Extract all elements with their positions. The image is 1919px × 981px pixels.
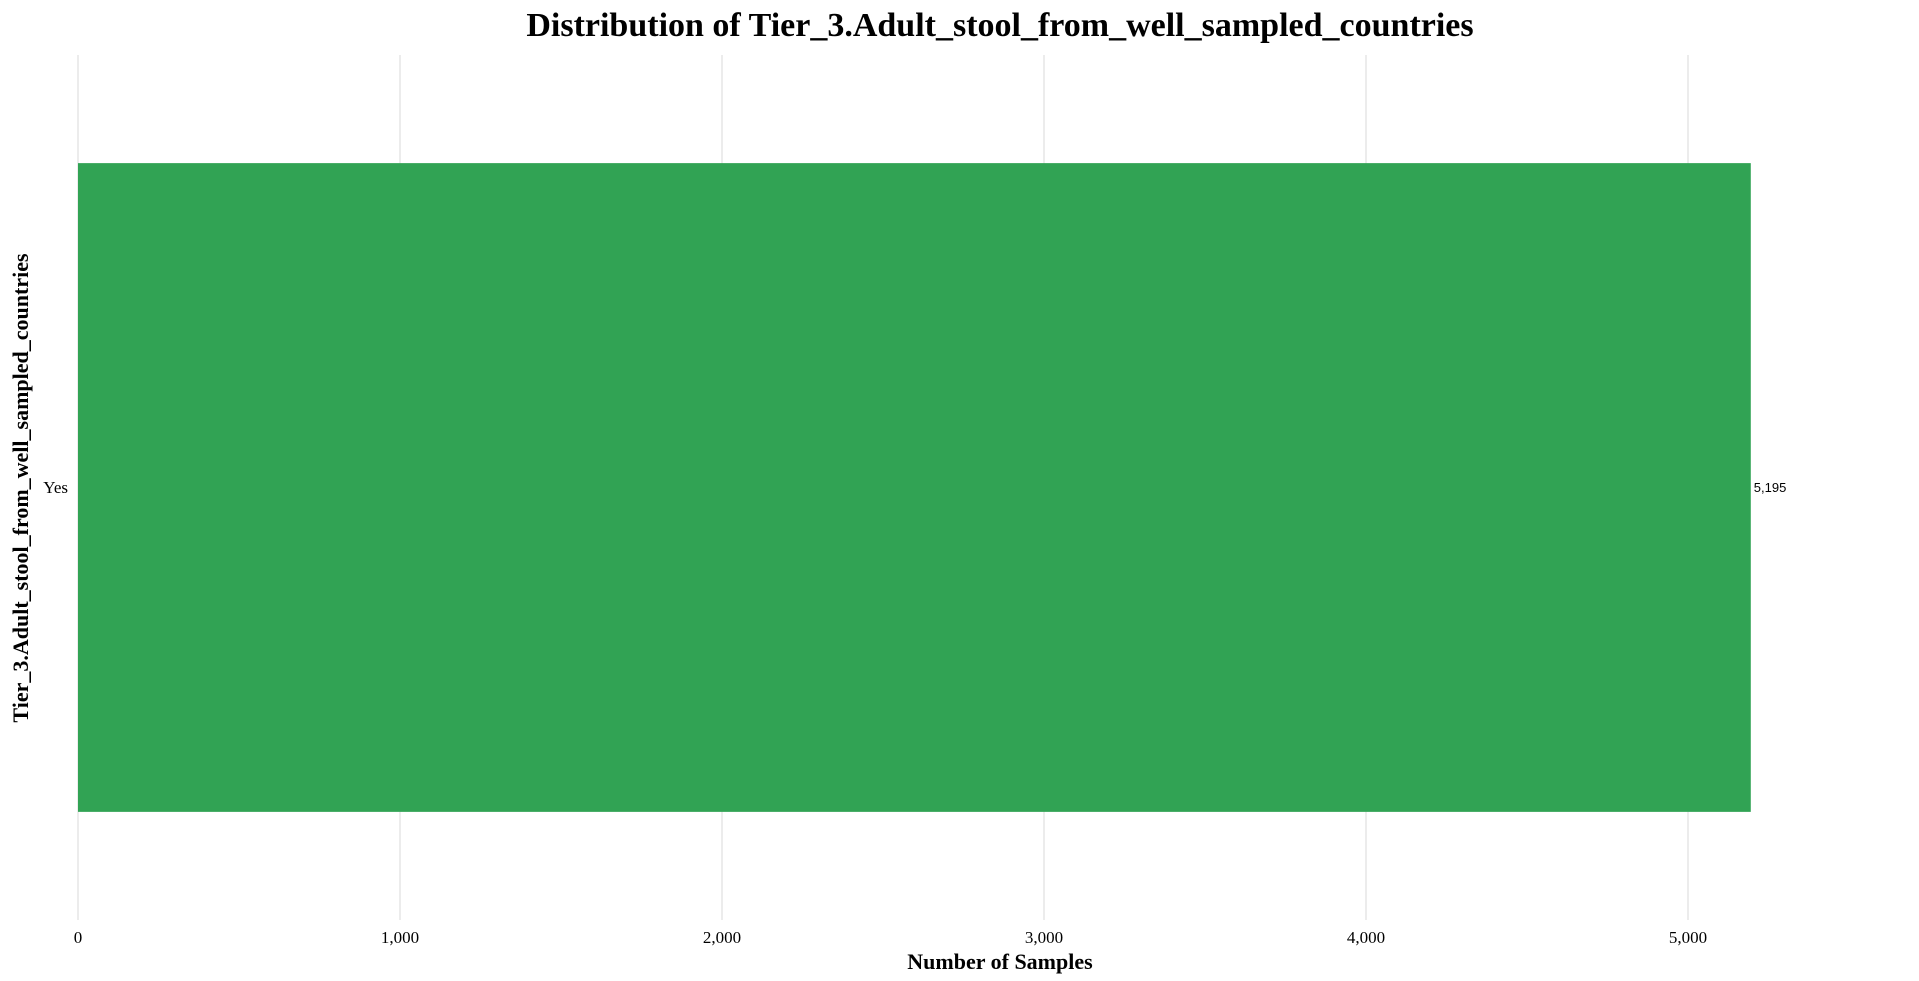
bar-yes [78,163,1751,812]
x-tick-label: 4,000 [1347,928,1385,947]
data-labels: 5,195 [1754,480,1787,495]
x-tick-label: 3,000 [1025,928,1063,947]
chart-title: Distribution of Tier_3.Adult_stool_from_… [526,7,1473,44]
x-tick-label: 1,000 [381,928,419,947]
x-tick-label: 0 [74,928,83,947]
y-axis-ticks: Yes [43,478,68,497]
data-label: 5,195 [1754,480,1787,495]
x-axis-title: Number of Samples [907,949,1093,974]
x-tick-label: 5,000 [1669,928,1707,947]
y-axis-title: Tier_3.Adult_stool_from_well_sampled_cou… [8,253,33,723]
x-axis-ticks: 0 1,000 2,000 3,000 4,000 5,000 [74,928,1707,947]
x-tick-label: 2,000 [703,928,741,947]
bars [78,163,1751,812]
y-tick-label: Yes [43,478,68,497]
